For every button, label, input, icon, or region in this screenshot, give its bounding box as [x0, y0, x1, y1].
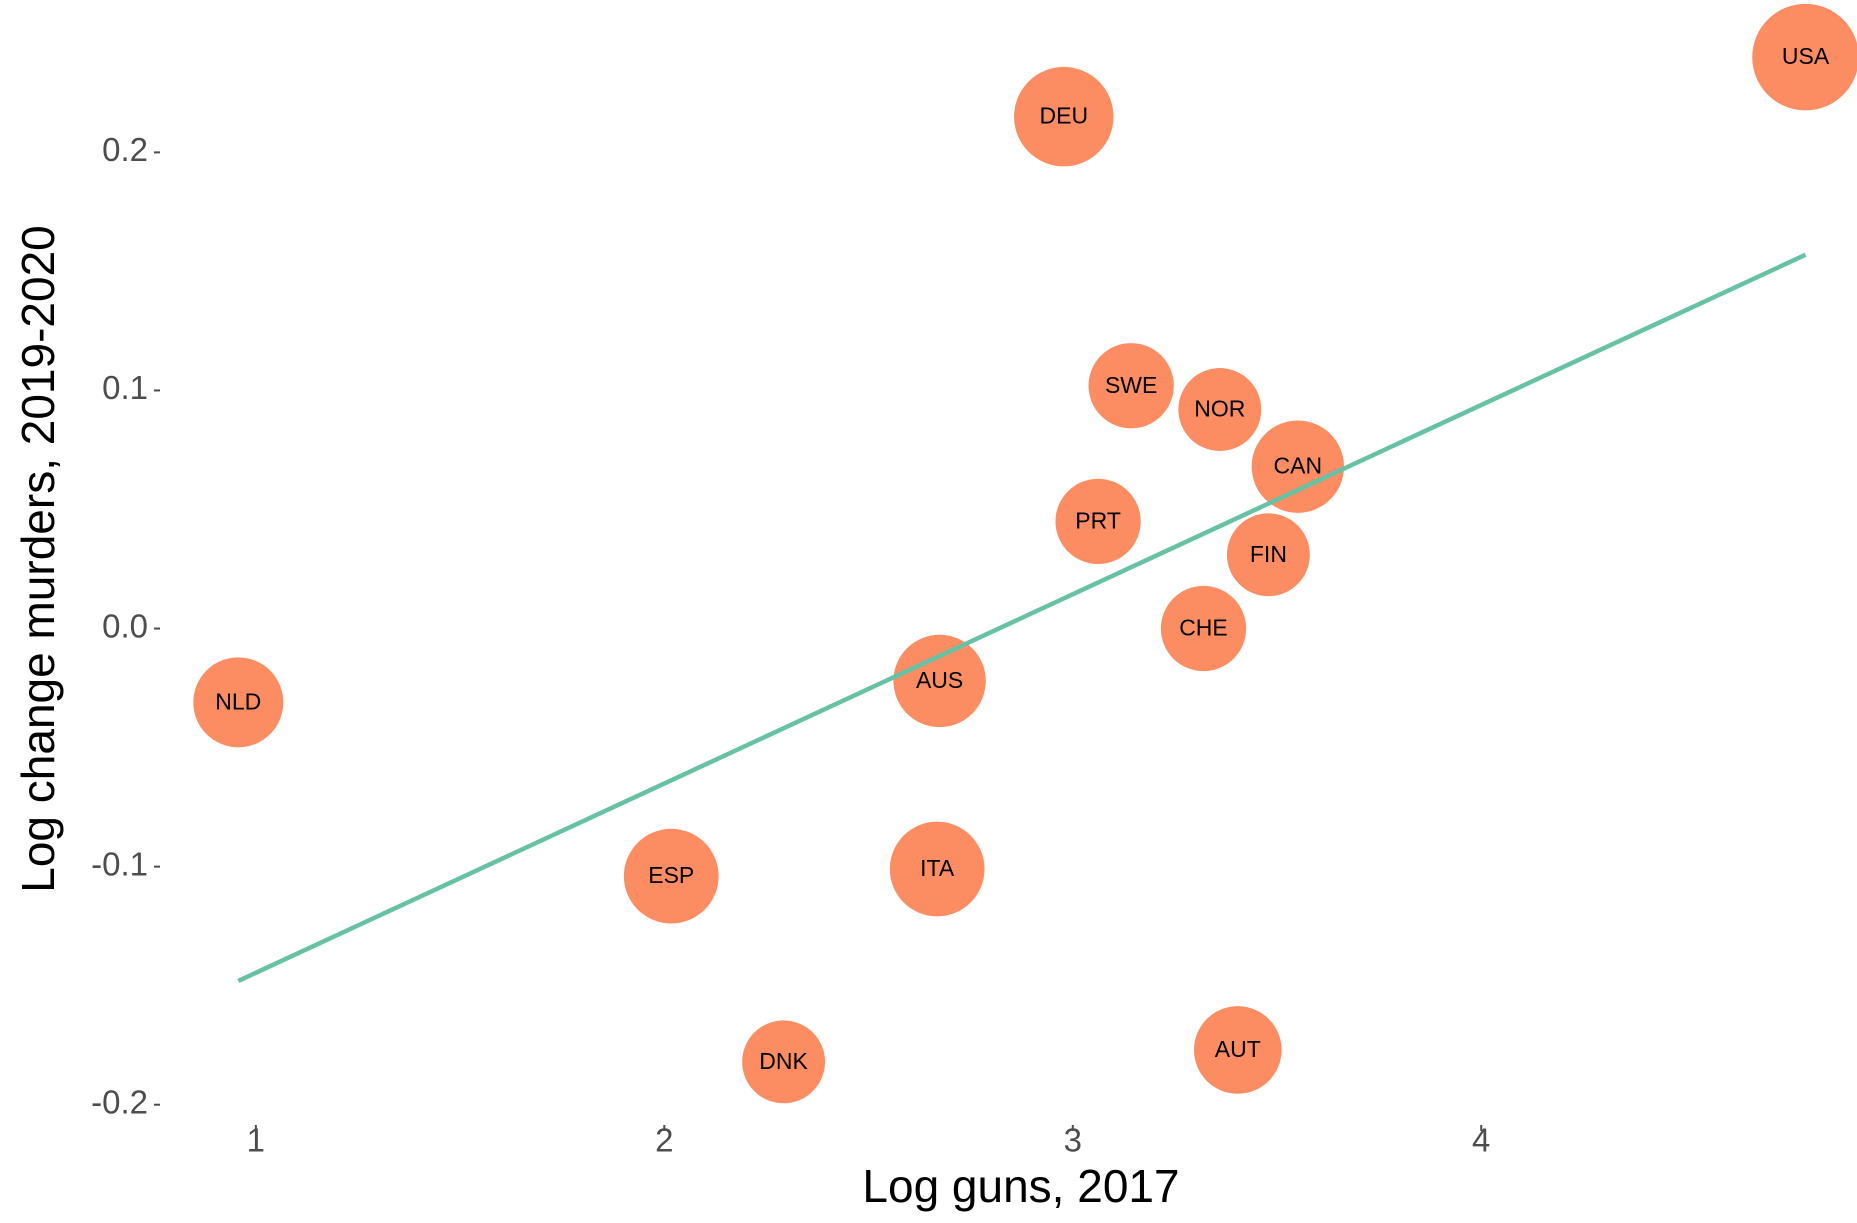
point-label: USA: [1782, 43, 1830, 69]
point-label: ESP: [648, 862, 694, 888]
point: [893, 634, 986, 728]
point: [1178, 368, 1262, 451]
x-tick-label: 1: [247, 1122, 265, 1159]
x-tick-label: 4: [1472, 1122, 1490, 1159]
point-label: AUT: [1215, 1036, 1261, 1062]
point: [1088, 343, 1174, 429]
point: [1226, 513, 1310, 597]
y-axis-title: Log change murders, 2019-2020: [12, 225, 64, 892]
point: [1193, 1006, 1282, 1094]
point-label: SWE: [1105, 372, 1157, 398]
point-label: CHE: [1179, 615, 1228, 641]
point-label: NOR: [1194, 396, 1245, 422]
point-label: DNK: [759, 1048, 808, 1074]
point-label: CAN: [1274, 453, 1323, 479]
trend-line: [237, 252, 1807, 983]
point: [623, 828, 719, 924]
point: [889, 821, 985, 917]
y-tick-label: 0.2: [102, 131, 148, 168]
point-label: DEU: [1040, 103, 1089, 129]
x-axis-title: Log guns, 2017: [862, 1160, 1179, 1212]
point-label: PRT: [1075, 507, 1121, 533]
point: [1014, 66, 1114, 167]
point: [193, 657, 284, 748]
y-tick-label: 0.1: [102, 369, 148, 406]
y-tick-label: -0.2: [91, 1083, 148, 1120]
y-tick-label: -0.1: [91, 845, 148, 882]
point: [1251, 420, 1345, 513]
point-label: ITA: [920, 855, 955, 881]
point: [1160, 585, 1247, 672]
point-label: FIN: [1250, 541, 1287, 567]
x-tick-label: 2: [655, 1122, 673, 1159]
x-tick-label: 3: [1064, 1122, 1082, 1159]
point-label: NLD: [215, 688, 261, 714]
point: [1752, 3, 1857, 111]
point: [1055, 478, 1141, 565]
y-tick-label: 0.0: [102, 607, 148, 644]
point: [742, 1020, 826, 1104]
point-label: AUS: [916, 667, 963, 693]
